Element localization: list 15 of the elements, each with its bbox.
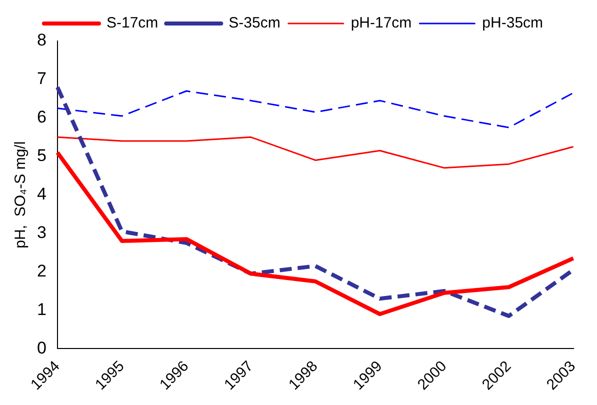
legend-label: pH-35cm (482, 14, 544, 32)
y-tick-label: 2 (36, 261, 46, 280)
y-tick-label: 5 (36, 146, 46, 166)
line-series (56, 90, 574, 128)
y-tick-label: 8 (36, 30, 46, 50)
legend-label: S-17cm (106, 14, 158, 32)
y-tick-label: 6 (36, 108, 46, 127)
y-tick-label: 3 (36, 222, 46, 242)
y-tick-label: 4 (36, 184, 46, 204)
y-tick-label: 1 (36, 300, 46, 319)
legend-label: S-35cm (228, 14, 280, 32)
y-tick-label: 7 (36, 69, 46, 88)
y-tick-label: 0 (36, 338, 46, 358)
legend-label: pH-17cm (350, 14, 412, 32)
y-axis-title: pH, SO₄-S mg/l (12, 141, 30, 248)
